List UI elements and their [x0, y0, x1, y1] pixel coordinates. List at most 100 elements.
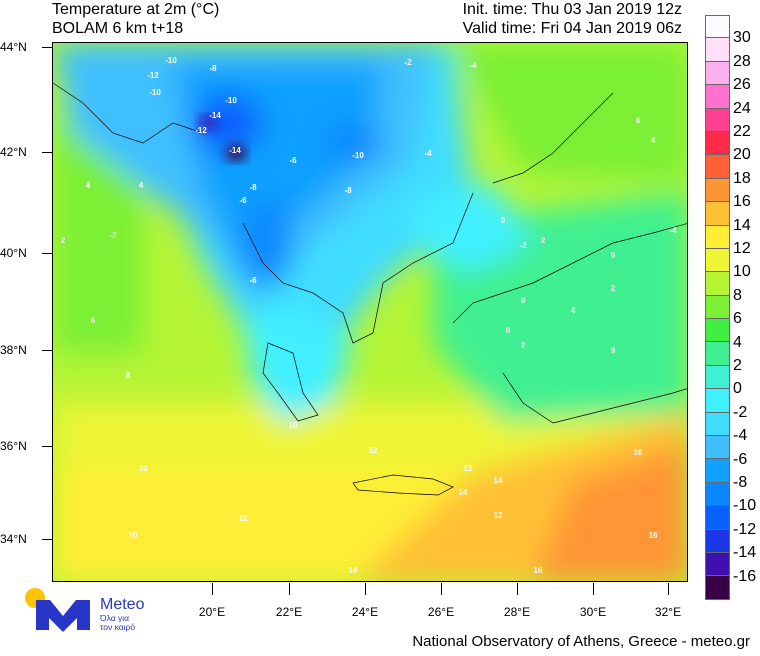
lat-label: 44°N: [0, 40, 27, 54]
legend-swatch: [705, 389, 730, 413]
contour-label: 14: [459, 488, 468, 497]
contour-label: 4: [651, 136, 656, 145]
lon-label: 22°E: [275, 605, 303, 619]
contour-label: 14: [494, 476, 503, 485]
contour-label: 10: [139, 464, 148, 473]
contour-label: 12: [464, 464, 473, 473]
legend-label: -6: [733, 450, 748, 468]
contour-label: 12: [494, 511, 503, 520]
contour-label: -12: [147, 71, 159, 80]
legend-label: -12: [733, 520, 757, 538]
contour-label: -8: [249, 183, 257, 192]
contour-label: 2: [611, 284, 616, 293]
legend-swatch: [705, 155, 730, 179]
lat-label: 42°N: [0, 145, 27, 159]
contour-label: -10: [352, 151, 364, 160]
meteo-logo: [25, 588, 90, 632]
legend-swatch: [705, 248, 730, 273]
model-subtitle: BOLAM 6 km t+18: [52, 20, 184, 37]
footer-credit: National Observatory of Athens, Greece -…: [412, 633, 750, 650]
lon-tick: [365, 583, 366, 595]
legend-swatch: [705, 85, 730, 109]
legend-label: 6: [733, 310, 742, 328]
map-title: Temperature at 2m (°C): [52, 1, 220, 18]
contour-label: -12: [195, 126, 207, 135]
legend-label: 0: [733, 380, 742, 398]
legend-swatch: [705, 319, 730, 343]
color-legend: [705, 15, 730, 600]
legend-swatch: [705, 436, 730, 460]
contour-label: -8: [209, 64, 217, 73]
contour-label: 0: [506, 326, 511, 335]
contour-label: 14: [349, 566, 358, 575]
lat-tick: [42, 350, 52, 351]
logo-tagline-1: Όλα για: [100, 613, 130, 623]
lon-label: 32°E: [654, 605, 682, 619]
lon-label: 28°E: [503, 605, 531, 619]
legend-swatch: [705, 506, 730, 530]
contour-label: 4: [571, 306, 576, 315]
contour-label: -10: [149, 88, 161, 97]
contour-label: -6: [239, 196, 247, 205]
lon-tick: [212, 583, 213, 595]
logo-name: Meteo: [100, 596, 145, 613]
contour-label: -14: [209, 111, 221, 120]
legend-label: 2: [733, 357, 742, 374]
coastlines: [53, 82, 687, 496]
legend-swatch: [705, 482, 730, 507]
lat-tick: [42, 446, 52, 447]
legend-label: -10: [733, 497, 757, 515]
lat-label: 40°N: [0, 246, 27, 260]
contour-label: -4: [469, 61, 477, 70]
legend-label: 30: [733, 29, 751, 47]
legend-swatch: [705, 552, 730, 577]
contour-label: 16: [634, 448, 643, 457]
contour-label: 0: [501, 216, 506, 225]
lat-label: 34°N: [0, 532, 27, 546]
legend-swatch: [705, 529, 730, 553]
legend-swatch: [705, 131, 730, 156]
legend-swatch: [705, 202, 730, 226]
lon-label: 24°E: [351, 605, 379, 619]
legend-label: 22: [733, 123, 751, 140]
contour-label: 6: [91, 316, 96, 325]
lon-tick: [668, 583, 669, 595]
legend-label: 20: [733, 146, 751, 164]
legend-swatch: [705, 412, 730, 437]
legend-label: 14: [733, 216, 751, 234]
legend-swatch: [705, 459, 730, 483]
legend-label: 8: [733, 286, 742, 304]
contour-label: -2: [404, 58, 412, 67]
contour-label: 0: [611, 251, 616, 260]
contour-label: -2: [109, 231, 117, 240]
contour-label: 4: [86, 181, 91, 190]
contour-label: -6: [249, 276, 257, 285]
lon-label: 30°E: [579, 605, 607, 619]
contour-label: -10: [225, 96, 237, 105]
legend-swatch: [705, 365, 730, 390]
contour-label: -4: [669, 226, 677, 235]
legend-swatch: [705, 108, 730, 132]
lat-tick: [42, 152, 52, 153]
logo-tagline-2: τον καιρό: [100, 622, 136, 632]
lon-label: 20°E: [198, 605, 226, 619]
lon-tick: [441, 583, 442, 595]
lon-tick: [593, 583, 594, 595]
lat-label: 38°N: [0, 343, 27, 357]
legend-label: -4: [733, 427, 748, 445]
contour-label: 2: [61, 236, 66, 245]
contour-label: 8: [126, 371, 131, 380]
legend-label: 18: [733, 169, 751, 187]
legend-label: -8: [733, 474, 748, 491]
legend-swatch: [705, 38, 730, 62]
legend-swatch: [705, 61, 730, 86]
legend-label: 26: [733, 76, 751, 94]
contour-label: 10: [129, 531, 138, 540]
contour-label: 2: [541, 236, 546, 245]
legend-label: 10: [733, 263, 751, 281]
legend-swatch: [705, 15, 730, 39]
legend-label: 28: [733, 52, 751, 70]
contour-label: 10: [289, 421, 298, 430]
contour-label: -6: [289, 156, 297, 165]
lat-label: 36°N: [0, 439, 27, 453]
